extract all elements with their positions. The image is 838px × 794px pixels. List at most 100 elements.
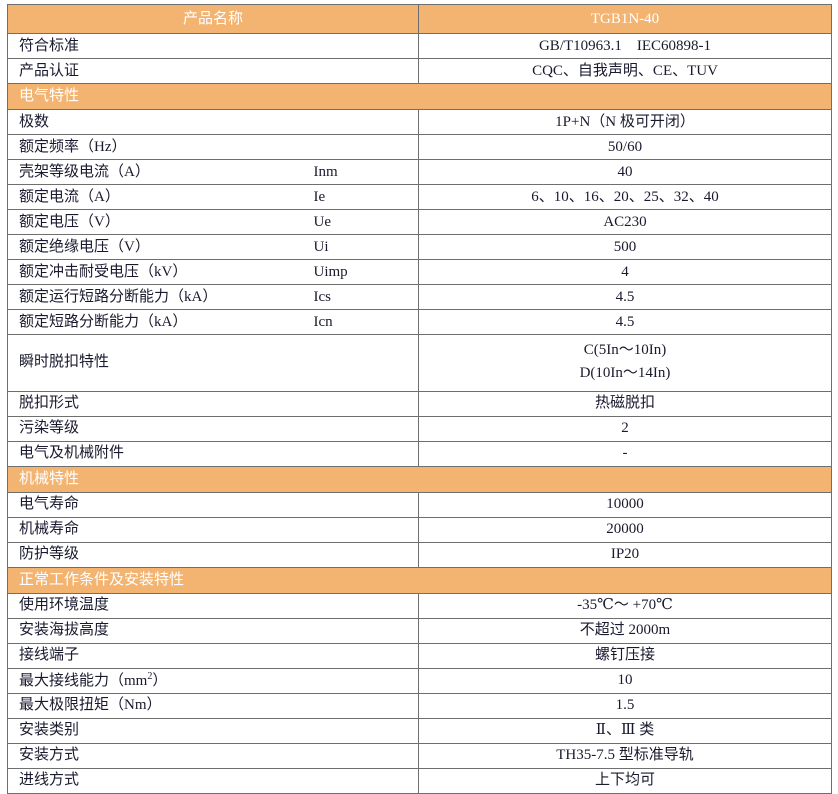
row-label: 符合标准: [7, 33, 308, 59]
row-value: 10000: [418, 491, 833, 518]
table-row: 电气寿命 10000: [7, 491, 833, 518]
row-value-line-1: C(5In～10In): [583, 342, 667, 358]
spec-table-body: 产品名称 TGB1N-40 符合标准 GB/T10963.1 IEC60898-1 产品…: [6, 4, 833, 794]
row-symbol: [307, 692, 420, 719]
section-title: 机械特性: [6, 465, 833, 493]
row-value: C(5In～10In) D(10In～14In): [418, 334, 833, 392]
row-value: IP20: [418, 541, 833, 568]
row-value: GB/T10963.1 IEC60898-1: [418, 33, 833, 59]
row-symbol: [307, 390, 420, 417]
row-symbol: Inm: [307, 159, 420, 185]
table-row: 脱扣形式 热磁脱扣: [7, 390, 833, 417]
table-row: 极数 1P+N（N 极可开闭）: [7, 109, 833, 135]
row-label: 壳架等级电流（A）: [7, 159, 308, 185]
row-label: 安装类别: [7, 717, 308, 744]
row-value: 50/60: [418, 134, 833, 160]
row-label: 脱扣形式: [7, 390, 308, 417]
table-row: 瞬时脱扣特性 C(5In～10In) D(10In～14In): [7, 334, 833, 392]
table-row: 额定冲击耐受电压（kV） Uimp 4: [7, 259, 833, 285]
row-label: 防护等级: [7, 541, 308, 568]
row-label: 产品认证: [7, 58, 308, 84]
row-symbol: Ics: [307, 284, 420, 310]
section-header-row: 正常工作条件及安装特性: [6, 566, 833, 594]
row-symbol: [307, 491, 420, 518]
row-value: 40: [418, 159, 833, 185]
table-row: 安装类别 Ⅱ、Ⅲ 类: [7, 717, 833, 744]
row-label: 额定电压（V）: [7, 209, 308, 235]
row-label: 电气寿命: [7, 491, 308, 518]
row-value: 不超过 2000m: [418, 617, 833, 644]
row-label: 最大接线能力（mm2）: [7, 667, 308, 694]
row-value-line-2: D(10In～14In): [579, 365, 671, 382]
table-row: 污染等级 2: [7, 415, 833, 442]
row-value: 螺钉压接: [418, 642, 833, 669]
section-title: 正常工作条件及安装特性: [6, 566, 833, 594]
row-value: 4.5: [418, 309, 833, 335]
table-row: 产品认证 CQC、自我声明、CE、TUV: [7, 58, 833, 84]
product-model-header: TGB1N-40: [418, 4, 833, 34]
row-symbol: Ue: [307, 209, 420, 235]
section-header-row: 机械特性: [6, 465, 833, 493]
row-label: 额定短路分断能力（kA）: [7, 309, 308, 335]
row-value: 1P+N（N 极可开闭）: [418, 109, 833, 135]
row-value: 上下均可: [418, 767, 833, 794]
table-row: 机械寿命 20000: [7, 516, 833, 543]
row-label: 极数: [7, 109, 308, 135]
table-row: 最大极限扭矩（Nm） 1.5: [7, 692, 833, 719]
row-value: TH35-7.5 型标准导轨: [418, 742, 833, 769]
row-symbol: [307, 440, 420, 467]
row-symbol: [307, 134, 420, 160]
row-label: 进线方式: [7, 767, 308, 794]
row-symbol: [307, 415, 420, 442]
table-row: 额定频率（Hz） 50/60: [7, 134, 833, 160]
row-symbol: [307, 667, 420, 694]
row-label: 污染等级: [7, 415, 308, 442]
row-symbol: [307, 642, 420, 669]
row-value: -: [418, 440, 833, 467]
row-value: 6、10、16、20、25、32、40: [418, 184, 833, 210]
row-label: 额定频率（Hz）: [7, 134, 308, 160]
row-label: 安装海拔高度: [7, 617, 308, 644]
row-symbol: [307, 109, 420, 135]
row-symbol: Uimp: [307, 259, 420, 285]
row-symbol: Icn: [307, 309, 420, 335]
superscript-two: 2: [147, 670, 153, 682]
row-symbol: [307, 33, 420, 59]
table-row: 额定电流（A） Ie 6、10、16、20、25、32、40: [7, 184, 833, 210]
row-symbol: [307, 516, 420, 543]
product-specification-table: 产品名称 TGB1N-40 符合标准 GB/T10963.1 IEC60898-1 产品…: [6, 4, 833, 794]
table-row: 额定电压（V） Ue AC230: [7, 209, 833, 235]
row-value: -35℃～ +70℃: [418, 592, 833, 619]
row-value: 20000: [418, 516, 833, 543]
table-row: 额定短路分断能力（kA） Icn 4.5: [7, 309, 833, 335]
row-label: 额定冲击耐受电压（kV）: [7, 259, 308, 285]
table-row: 最大接线能力（mm2） 10: [7, 667, 833, 694]
table-row: 壳架等级电流（A） Inm 40: [7, 159, 833, 185]
row-label: 最大极限扭矩（Nm）: [7, 692, 308, 719]
row-value: AC230: [418, 209, 833, 235]
table-row: 符合标准 GB/T10963.1 IEC60898-1: [7, 33, 833, 59]
row-symbol: Ie: [307, 184, 420, 210]
table-row: 进线方式 上下均可: [7, 767, 833, 794]
row-label: 电气及机械附件: [7, 440, 308, 467]
row-label: 接线端子: [7, 642, 308, 669]
row-symbol: Ui: [307, 234, 420, 260]
table-row: 接线端子 螺钉压接: [7, 642, 833, 669]
product-name-header: 产品名称: [6, 4, 420, 34]
row-symbol: [307, 617, 420, 644]
row-symbol: [307, 592, 420, 619]
row-value: 10: [418, 667, 833, 694]
row-label: 瞬时脱扣特性: [7, 334, 308, 392]
product-header-row: 产品名称 TGB1N-40: [6, 4, 833, 34]
table-row: 电气及机械附件 -: [7, 440, 833, 467]
row-symbol: [307, 742, 420, 769]
section-header-row: 电气特性: [6, 83, 833, 110]
row-value: 热磁脱扣: [418, 390, 833, 417]
row-value: 2: [418, 415, 833, 442]
row-label: 安装方式: [7, 742, 308, 769]
table-row: 安装海拔高度 不超过 2000m: [7, 617, 833, 644]
row-value: 4: [418, 259, 833, 285]
table-row: 使用环境温度 -35℃～ +70℃: [7, 592, 833, 619]
row-label: 机械寿命: [7, 516, 308, 543]
row-symbol: [307, 541, 420, 568]
